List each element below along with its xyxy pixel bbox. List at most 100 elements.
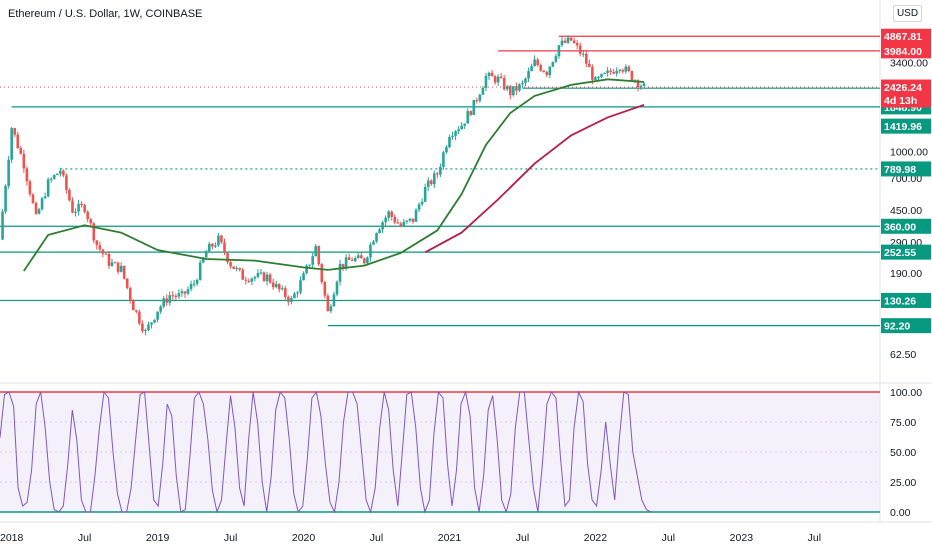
candle-body (229, 262, 232, 267)
candle-body (372, 241, 375, 245)
candle-body (320, 264, 324, 283)
candle-body (478, 94, 482, 101)
candle-body (515, 86, 518, 91)
candle-body (144, 330, 147, 332)
candle-body (107, 253, 111, 266)
candle-body (74, 211, 77, 213)
candle-body (569, 37, 573, 41)
candle-body (493, 76, 497, 83)
candle-body (232, 266, 235, 269)
svg-text:130.26: 130.26 (884, 295, 916, 307)
candle-body (98, 245, 102, 250)
candle-body (34, 203, 38, 214)
moving-average-slow (424, 104, 645, 254)
candle-body (125, 278, 129, 288)
candle-body (642, 83, 646, 86)
currency-button[interactable]: USD (893, 5, 922, 22)
candle-body (68, 189, 71, 201)
candle-body (274, 283, 278, 288)
candle-body (527, 71, 530, 79)
level-tag-130.26: 130.26 (881, 292, 931, 308)
candle-body (594, 77, 597, 80)
candle-body (293, 293, 296, 299)
candle-body (566, 37, 570, 43)
candle-body (603, 73, 606, 75)
candle-body (585, 53, 588, 64)
candle-body (554, 56, 558, 62)
candle-body (512, 86, 515, 96)
oscillator-tick-label: 0.00 (890, 507, 911, 519)
candle-body (305, 265, 308, 274)
price-tick-label: 190.00 (890, 268, 922, 280)
candle-body (600, 73, 603, 78)
candle-body (244, 279, 248, 281)
candle-body (180, 291, 184, 294)
candle-body (262, 272, 266, 282)
candle-body (423, 186, 427, 202)
candle-body (499, 76, 503, 78)
candle-body (466, 111, 470, 124)
time-tick-label: 2018 (0, 532, 24, 544)
candle-body (335, 281, 339, 295)
candle-body (290, 298, 293, 302)
current-price-value: 2426.24 (884, 82, 922, 94)
candle-body (171, 295, 175, 297)
candle-body (405, 220, 409, 222)
candle-body (575, 42, 579, 46)
candle-body (411, 218, 415, 222)
candle-body (80, 203, 83, 206)
candle-body (217, 235, 220, 246)
candle-body (591, 67, 594, 80)
candle-body (165, 298, 169, 303)
candle-body (119, 265, 123, 272)
candle-body (426, 180, 430, 187)
candle-body (360, 255, 363, 259)
level-tag-360.00: 360.00 (881, 218, 931, 234)
candle-body (49, 178, 53, 180)
candle-body (402, 221, 406, 227)
time-tick-label: Jul (78, 532, 91, 544)
candle-body (609, 70, 612, 72)
time-tick-label: 2023 (730, 532, 754, 544)
candle-body (265, 274, 269, 282)
candle-body (116, 262, 120, 272)
candle-body (344, 257, 348, 268)
candle-body (7, 159, 10, 187)
candle-body (505, 86, 509, 90)
candle-body (214, 245, 217, 247)
candle-body (588, 63, 591, 68)
candle-body (369, 244, 372, 258)
candle-body (621, 69, 625, 72)
candle-body (92, 223, 96, 241)
candle-body (542, 70, 546, 72)
candle-body (420, 201, 424, 205)
candle-body (448, 136, 451, 148)
time-tick-label: Jul (224, 532, 237, 544)
candle-body (256, 272, 260, 277)
level-tag-4867.81: 4867.81 (881, 28, 931, 44)
candle-body (496, 76, 500, 83)
candle-body (277, 283, 281, 290)
candle-body (436, 173, 439, 175)
candle-body (347, 257, 351, 260)
candle-body (299, 280, 302, 293)
candle-body (572, 40, 576, 43)
candle-body (128, 287, 132, 300)
candle-body (317, 246, 321, 265)
oscillator-line (0, 390, 652, 514)
candle-body (381, 222, 384, 230)
time-tick-label: Jul (516, 532, 529, 544)
candle-body (25, 168, 29, 182)
svg-text:4867.81: 4867.81 (884, 31, 922, 43)
candle-body (308, 264, 311, 266)
candle-body (259, 272, 263, 274)
time-tick-label: 2021 (438, 532, 462, 544)
candle-body (457, 129, 460, 132)
candle-body (615, 70, 619, 74)
candle-body (581, 53, 585, 55)
candle-body (384, 217, 387, 223)
candle-body (536, 59, 539, 66)
